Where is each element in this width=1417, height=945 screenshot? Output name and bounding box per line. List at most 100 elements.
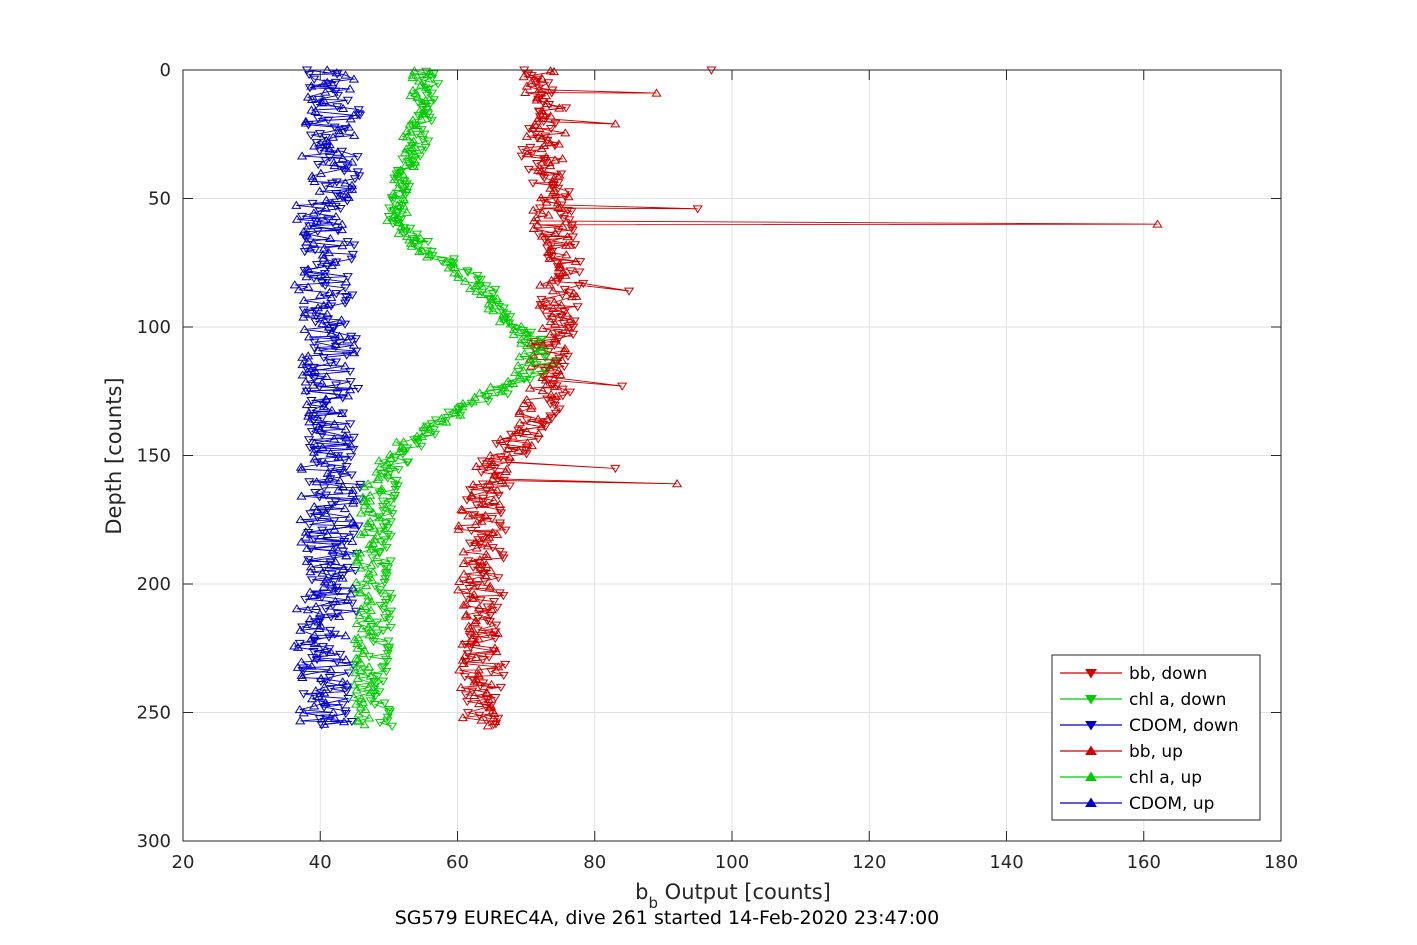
data-point — [357, 697, 369, 706]
data-point — [549, 155, 561, 164]
data-point — [476, 468, 487, 477]
data-point — [550, 228, 561, 237]
data-point — [554, 405, 565, 414]
data-point — [366, 597, 377, 606]
data-point — [345, 589, 356, 598]
data-point — [329, 123, 340, 132]
data-point — [549, 341, 560, 350]
data-point — [305, 634, 317, 643]
x-axis-label-main: b — [635, 880, 648, 904]
data-point — [338, 717, 350, 726]
data-point — [301, 272, 312, 281]
data-point — [411, 230, 423, 239]
data-point — [341, 551, 352, 560]
data-point — [310, 488, 321, 498]
data-point — [499, 313, 510, 322]
data-point — [460, 691, 472, 700]
data-point — [330, 211, 342, 221]
data-point — [485, 485, 497, 494]
data-point — [473, 698, 485, 708]
data-point — [324, 139, 335, 149]
data-point — [532, 220, 543, 229]
data-point — [347, 184, 358, 193]
data-point — [533, 414, 544, 423]
y-tick-label: 100 — [137, 317, 171, 338]
data-point — [329, 713, 340, 722]
data-point — [508, 324, 520, 334]
data-point — [459, 673, 471, 682]
data-point — [522, 70, 534, 79]
data-point — [340, 178, 351, 187]
data-point — [365, 605, 377, 615]
data-point — [385, 498, 396, 507]
data-point — [379, 578, 390, 588]
data-point — [372, 474, 383, 484]
series-line — [368, 70, 557, 727]
data-point — [298, 708, 309, 717]
data-point — [483, 304, 494, 313]
data-point — [535, 280, 546, 289]
data-point — [348, 110, 359, 119]
y-tick-label: 50 — [148, 189, 171, 210]
data-point — [344, 84, 356, 93]
data-point — [337, 677, 348, 686]
data-point — [352, 557, 363, 566]
data-point — [469, 511, 480, 520]
data-point — [319, 269, 331, 279]
data-point — [351, 653, 362, 662]
data-point — [553, 202, 564, 212]
data-point — [488, 598, 500, 607]
data-point — [533, 165, 544, 174]
y-axis-label: Depth [counts] — [102, 377, 126, 534]
data-point — [346, 180, 358, 189]
data-point — [463, 511, 474, 520]
data-point — [355, 529, 366, 538]
data-point — [384, 589, 395, 599]
x-tick-label: 40 — [309, 852, 332, 873]
data-point — [469, 392, 480, 401]
data-point — [293, 642, 304, 651]
data-point — [488, 290, 499, 299]
data-point — [357, 640, 368, 650]
data-point — [309, 374, 320, 383]
data-point — [535, 204, 546, 213]
data-point — [536, 422, 547, 431]
data-point — [421, 67, 432, 76]
data-point — [422, 427, 433, 437]
data-point — [340, 299, 351, 308]
data-point — [336, 315, 347, 324]
data-point — [307, 380, 319, 389]
data-point — [531, 78, 542, 87]
data-point — [509, 367, 521, 377]
data-point — [354, 495, 365, 504]
data-point — [342, 96, 353, 105]
data-point — [416, 431, 428, 440]
data-point — [325, 665, 336, 674]
data-point — [298, 295, 310, 304]
data-point — [318, 253, 329, 262]
data-point — [481, 689, 493, 698]
data-point — [355, 563, 366, 572]
data-point — [405, 238, 417, 247]
data-point — [355, 665, 366, 674]
data-point — [342, 595, 354, 604]
data-point — [483, 397, 494, 406]
data-point — [381, 596, 393, 605]
data-point — [292, 662, 303, 671]
data-point — [337, 241, 348, 250]
data-point — [305, 567, 316, 576]
data-point — [295, 625, 306, 634]
data-point — [564, 388, 576, 397]
data-point — [326, 302, 337, 311]
data-point — [328, 157, 339, 167]
data-point — [364, 713, 375, 722]
data-point — [372, 629, 384, 638]
data-point — [300, 116, 311, 125]
data-point — [486, 459, 497, 469]
data-point — [345, 420, 356, 429]
legend-marker — [1085, 669, 1097, 679]
data-point — [362, 518, 373, 528]
data-point — [419, 130, 430, 139]
data-point — [299, 248, 310, 257]
data-point — [321, 395, 332, 404]
